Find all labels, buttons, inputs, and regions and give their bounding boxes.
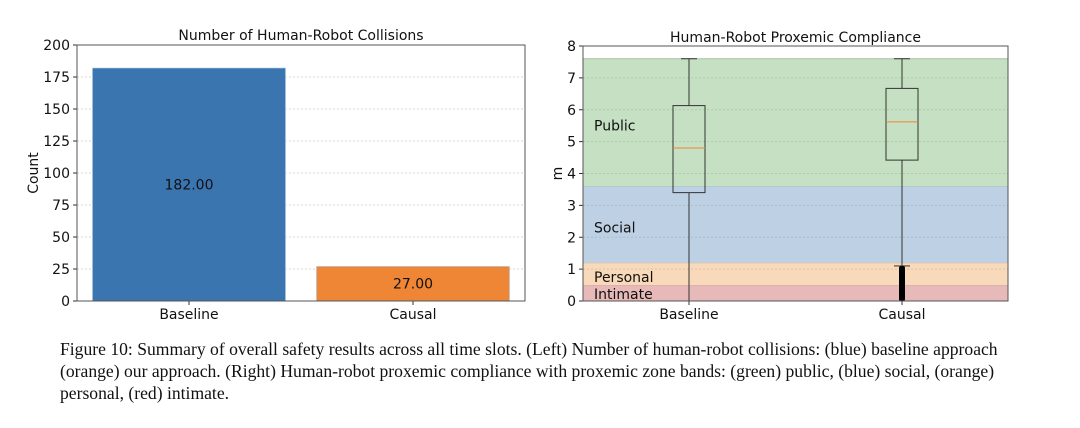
y-tick-label: 2 [567, 230, 576, 246]
y-tick-label: 150 [43, 102, 70, 118]
bar-causal [316, 266, 510, 302]
y-tick-label: 6 [567, 103, 576, 119]
y-axis-label: Count [26, 152, 42, 194]
y-tick-label: 25 [52, 262, 70, 278]
bar-baseline [92, 67, 286, 302]
band-label-personal: Personal [594, 270, 654, 286]
y-tick-label: 4 [567, 167, 576, 183]
y-tick-label: 8 [567, 39, 576, 55]
y-tick-label: 5 [567, 135, 576, 151]
y-tick-label: 7 [567, 71, 576, 87]
x-tick-label: Causal [879, 307, 926, 323]
axes-frame [582, 45, 1009, 302]
box-baseline [672, 105, 706, 194]
figure-caption: Figure 10: Summary of overall safety res… [60, 339, 998, 403]
y-tick-label: 0 [61, 294, 70, 310]
y-axis-label: m [550, 167, 566, 181]
x-tick-label: Baseline [159, 307, 218, 323]
band-label-intimate: Intimate [594, 287, 653, 303]
y-tick-label: 200 [43, 38, 70, 54]
band-label-public: Public [594, 119, 635, 135]
bar-value-label: 182.00 [165, 178, 214, 194]
y-tick-label: 1 [567, 262, 576, 278]
y-tick-label: 50 [52, 230, 70, 246]
outliers [899, 265, 905, 301]
y-tick-label: 75 [52, 198, 70, 214]
y-tick-label: 0 [567, 294, 576, 310]
band-social [583, 186, 1008, 263]
x-tick-label: Baseline [659, 307, 718, 323]
band-label-social: Social [594, 221, 636, 237]
y-tick-label: 125 [43, 134, 70, 150]
chart-title: Number of Human-Robot Collisions [178, 28, 423, 44]
box-causal [885, 87, 919, 161]
axes-frame [76, 44, 526, 302]
x-tick-label: Causal [390, 307, 437, 323]
y-tick-label: 100 [43, 166, 70, 182]
y-tick-label: 175 [43, 70, 70, 86]
band-public [583, 58, 1008, 187]
y-tick-label: 3 [567, 198, 576, 214]
bar-value-label: 27.00 [393, 277, 433, 293]
figure: 0255075100125150175200182.00Baseline27.0… [26, 28, 1009, 323]
chart-title: Human-Robot Proxemic Compliance [670, 30, 921, 46]
